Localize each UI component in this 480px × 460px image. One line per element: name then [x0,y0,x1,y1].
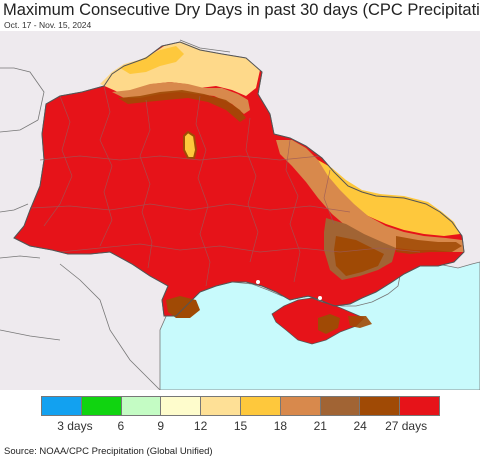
region-north-21-days [112,82,250,114]
dry-days-map [0,31,480,390]
legend-swatch [320,397,361,415]
legend-label: 9 [157,419,165,433]
legend-label: 27 days [385,419,428,433]
legend-swatch [400,397,439,415]
danube-delta [166,296,200,318]
legend-label: 6 [117,419,125,433]
legend-swatch [161,397,202,415]
legend-swatch [42,397,82,415]
legend-label: 3 days [57,419,93,433]
legend-label: 18 [273,419,288,433]
region-east-27-days-dark [334,236,384,276]
city-marker [256,280,260,284]
region-central-spot [183,130,198,159]
region-north-18-days [120,46,184,74]
legend-label: 24 [353,419,367,433]
legend-label: 12 [193,419,208,433]
legend-label: 21 [313,419,327,433]
crimea-dark-spot [318,314,340,334]
region-north-24-days [118,90,246,122]
map-area [0,31,480,390]
map-title: Maximum Consecutive Dry Days in past 30 … [3,1,480,19]
legend-swatch [121,397,162,415]
legend-labels: 3 days 6 9 12 15 18 21 24 27 days [0,419,480,435]
legend-swatch [360,397,401,415]
color-legend [41,396,440,416]
country-outline [13,41,465,317]
source-credit: Source: NOAA/CPC Precipitation (Global U… [4,446,213,457]
region-east-21-days [276,140,464,252]
region-east-24-band [396,236,462,254]
legend-label: 15 [233,419,248,433]
legend-swatch [280,397,321,415]
kerch-strait-patch [348,316,372,328]
city-marker [318,296,322,300]
region-north-15-18-days [100,42,260,96]
region-east-15-18-days [318,160,460,236]
oblast-borders [29,85,421,287]
date-range: Oct. 17 - Nov. 15, 2024 [4,20,92,30]
legend-swatch [201,397,241,415]
neighbour-borders [0,39,231,390]
legend-swatch [81,397,122,415]
legend-swatch [240,397,281,415]
